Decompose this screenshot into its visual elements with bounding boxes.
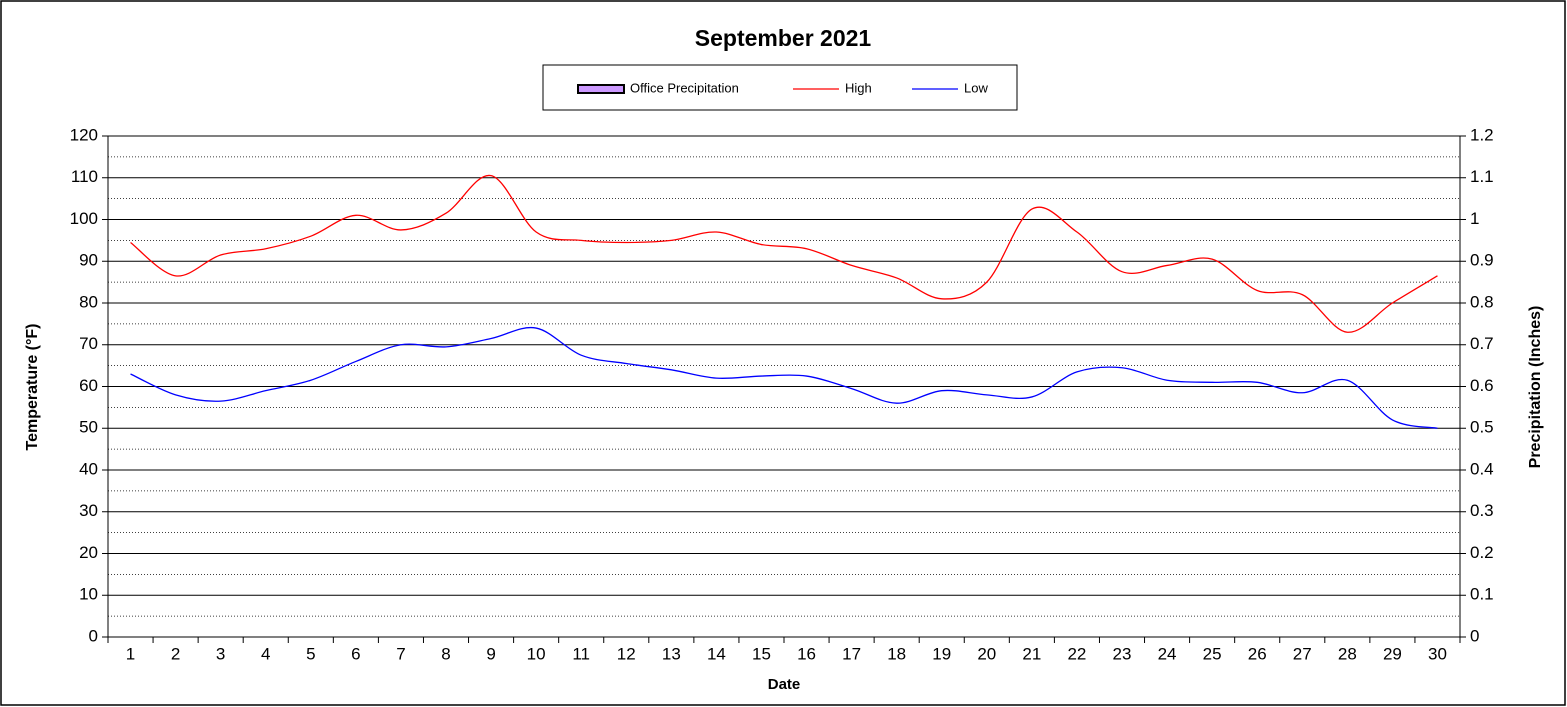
x-tick-label: 15 (752, 644, 771, 663)
x-tick-label: 16 (797, 644, 816, 663)
x-tick-label: 17 (842, 644, 861, 663)
y2-tick-label: 0.4 (1470, 459, 1494, 478)
y-tick-label: 120 (70, 125, 98, 144)
y2-tick-label: 0.6 (1470, 376, 1494, 395)
y-tick-label: 70 (79, 334, 98, 353)
x-tick-label: 1 (126, 644, 135, 663)
x-tick-label: 18 (887, 644, 906, 663)
legend-label: Office Precipitation (630, 80, 739, 95)
x-tick-label: 26 (1248, 644, 1267, 663)
x-tick-label: 29 (1383, 644, 1402, 663)
y-tick-label: 10 (79, 585, 98, 604)
y2-tick-label: 0.8 (1470, 292, 1494, 311)
chart-title: September 2021 (695, 25, 872, 51)
y2-tick-label: 0.9 (1470, 251, 1494, 270)
x-tick-label: 23 (1113, 644, 1132, 663)
x-tick-label: 11 (572, 644, 590, 663)
x-tick-label: 30 (1428, 644, 1447, 663)
y-tick-label: 110 (71, 167, 98, 186)
y2-tick-label: 1.1 (1470, 167, 1494, 186)
x-tick-label: 4 (261, 644, 270, 663)
y-tick-label: 20 (79, 543, 98, 562)
legend-label: High (845, 80, 872, 95)
legend-swatch (577, 84, 625, 94)
line-series (130, 326, 1438, 429)
y2-tick-label: 0.7 (1470, 334, 1494, 353)
y-tick-label: 60 (79, 376, 98, 395)
y-tick-label: 30 (79, 501, 98, 520)
x-tick-label: 2 (171, 644, 180, 663)
y2-tick-label: 0.3 (1470, 501, 1494, 520)
y-tick-label: 50 (79, 418, 98, 437)
y2-tick-label: 1.2 (1470, 125, 1494, 144)
x-tick-label: 21 (1022, 644, 1041, 663)
legend-label: Low (964, 80, 988, 95)
x-tick-label: 3 (216, 644, 225, 663)
x-tick-label: 8 (441, 644, 450, 663)
x-tick-label: 7 (396, 644, 405, 663)
y-tick-label: 80 (79, 292, 98, 311)
x-tick-label: 5 (306, 644, 315, 663)
x-tick-label: 27 (1293, 644, 1312, 663)
x-axis-label: Date (768, 676, 801, 693)
line-series (130, 175, 1438, 333)
x-tick-label: 28 (1338, 644, 1357, 663)
y2-axis-label: Precipitation (Inches) (1527, 306, 1544, 469)
x-tick-label: 20 (977, 644, 996, 663)
y-tick-label: 0 (89, 626, 98, 645)
x-tick-label: 10 (527, 644, 546, 663)
y2-tick-label: 0.5 (1470, 418, 1494, 437)
y-tick-label: 90 (79, 251, 98, 270)
x-tick-label: 13 (662, 644, 681, 663)
x-tick-label: 22 (1067, 644, 1086, 663)
y2-tick-label: 0.2 (1470, 543, 1494, 562)
x-tick-label: 25 (1203, 644, 1222, 663)
y-tick-label: 100 (70, 209, 98, 228)
x-tick-label: 19 (932, 644, 951, 663)
x-tick-label: 24 (1158, 644, 1177, 663)
x-tick-label: 14 (707, 644, 726, 663)
y-tick-label: 40 (79, 459, 98, 478)
x-tick-label: 9 (486, 644, 495, 663)
x-tick-label: 12 (617, 644, 636, 663)
y2-tick-label: 0 (1470, 626, 1479, 645)
y-axis-label: Temperature (°F) (24, 323, 41, 450)
y2-tick-label: 0.1 (1470, 585, 1494, 604)
y2-tick-label: 1 (1470, 209, 1479, 228)
x-tick-label: 6 (351, 644, 360, 663)
